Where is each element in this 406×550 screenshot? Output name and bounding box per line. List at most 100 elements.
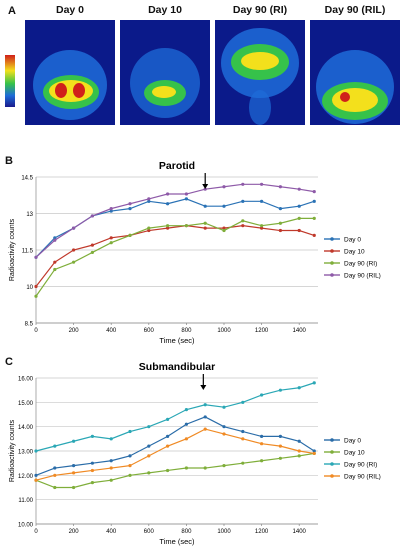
data-point	[166, 417, 170, 421]
data-point	[278, 185, 282, 189]
y-tick-label: 13.00	[18, 450, 34, 456]
x-tick-label: 1400	[293, 529, 307, 535]
y-axis-label: Radioactivity counts	[9, 218, 16, 281]
legend-label-2: Day 90 (RI)	[344, 462, 377, 469]
image-label-day90-ril: Day 90 (RIL)	[324, 4, 386, 16]
data-point	[109, 459, 113, 463]
data-point	[34, 294, 38, 298]
data-point	[166, 444, 170, 448]
data-point	[72, 464, 76, 468]
data-point	[241, 461, 245, 465]
legend-label-0: Day 0	[344, 237, 361, 244]
data-point	[203, 466, 207, 470]
submandibular-chart: Submandibular 10.00 11.00 12.00 13.00 14.00 15…	[9, 361, 381, 546]
y-tick-label: 16.00	[18, 377, 34, 383]
data-point	[184, 224, 188, 228]
data-point	[109, 478, 113, 482]
y-tick-label: 14.5	[21, 176, 33, 182]
series-line-2	[35, 382, 315, 452]
data-point	[147, 226, 151, 230]
data-point	[34, 478, 38, 482]
y-tick-label: 15.00	[18, 401, 34, 407]
y-tick-label: 8.5	[25, 322, 34, 328]
data-point	[260, 226, 264, 230]
data-point	[90, 250, 94, 255]
data-point	[312, 233, 316, 237]
image-label-day0: Day 0	[55, 4, 85, 16]
color-scale-bar	[5, 55, 15, 107]
x-tick-label: 1200	[255, 529, 269, 535]
data-point	[222, 185, 226, 189]
data-point	[34, 255, 38, 259]
data-point	[128, 207, 132, 211]
data-point	[90, 468, 94, 473]
series-line-3	[35, 428, 315, 481]
x-tick-label: 600	[144, 529, 155, 535]
data-point	[128, 202, 132, 206]
data-point	[184, 192, 188, 196]
data-point	[222, 464, 226, 468]
legend-label-1: Day 10	[344, 249, 365, 256]
data-point	[147, 471, 151, 475]
data-point	[222, 226, 226, 230]
data-point	[312, 190, 316, 194]
data-point	[278, 456, 282, 460]
x-tick-label: 200	[69, 328, 80, 334]
legend-marker-1	[330, 450, 334, 454]
series-line-3	[35, 183, 315, 258]
parotid-chart: Parotid 8.5 10 11.5 13 14.5 0 200 400 600 800 1000 1…	[9, 160, 381, 345]
data-point	[297, 454, 301, 458]
series-line-0	[35, 416, 315, 476]
arrow-head	[202, 184, 209, 189]
legend-label-2: Day 90 (RI)	[344, 261, 377, 268]
legend-marker-2	[330, 462, 334, 466]
x-tick-label: 800	[181, 529, 192, 535]
data-point	[53, 444, 57, 448]
x-tick-label: 400	[106, 529, 117, 535]
data-point	[241, 224, 245, 228]
data-point	[109, 209, 113, 213]
y-tick-label: 10.00	[18, 523, 34, 529]
legend-marker-3	[330, 273, 334, 277]
y-tick-label: 14.00	[18, 425, 34, 431]
data-point	[166, 192, 170, 196]
x-tick-label: 600	[144, 328, 155, 334]
data-point	[72, 485, 76, 490]
x-tick-label: 1000	[217, 529, 231, 535]
data-point	[312, 199, 316, 203]
legend-marker-3	[330, 474, 334, 478]
data-point	[128, 464, 132, 468]
x-tick-label: 200	[69, 529, 80, 535]
data-point	[222, 228, 226, 233]
data-point	[72, 439, 76, 443]
data-point	[166, 202, 170, 206]
data-point	[109, 437, 113, 441]
data-point	[53, 238, 57, 242]
legend-marker-0	[330, 438, 334, 442]
y-tick-label: 12.00	[18, 474, 34, 480]
data-point	[90, 481, 94, 485]
data-point	[34, 449, 38, 453]
data-point	[128, 233, 132, 237]
data-point	[128, 454, 132, 458]
legend-label-3: Day 90 (RIL)	[344, 273, 381, 280]
data-point	[166, 224, 170, 228]
data-point	[72, 260, 76, 264]
panel-a-letter: A	[8, 5, 16, 17]
panel-c-letter: C	[5, 356, 13, 368]
data-point	[53, 473, 57, 477]
data-point	[278, 434, 282, 438]
data-point	[34, 284, 38, 289]
data-point	[166, 226, 170, 230]
data-point	[297, 228, 301, 233]
x-tick-label: 0	[34, 328, 38, 334]
data-point	[297, 386, 301, 390]
data-point	[109, 207, 113, 211]
data-point	[312, 451, 316, 456]
data-point	[260, 199, 264, 203]
data-point	[72, 471, 76, 475]
y-tick-label: 13	[26, 212, 33, 218]
data-point	[147, 444, 151, 448]
data-point	[72, 248, 76, 252]
legend-marker-0	[330, 237, 334, 241]
